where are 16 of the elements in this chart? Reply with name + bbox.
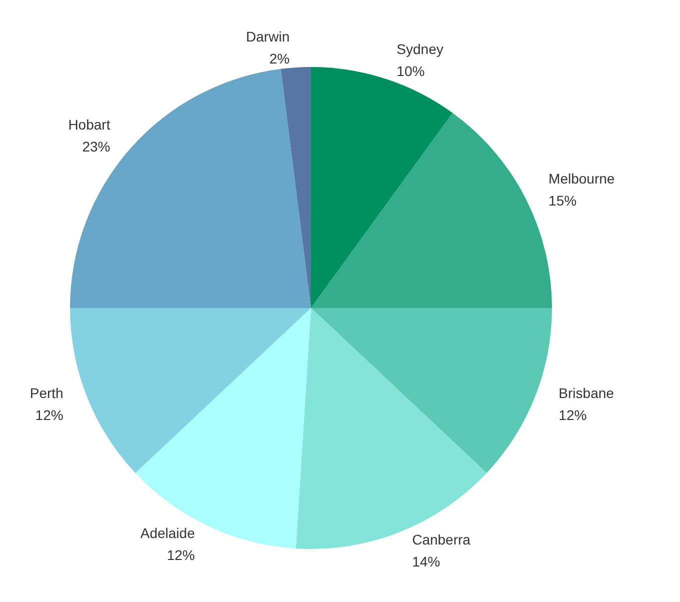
data-label: 14%: [412, 554, 440, 570]
data-label: 2%: [269, 50, 290, 67]
slice-label: Sydney: [396, 40, 444, 57]
slice-label: Hobart: [68, 116, 110, 132]
data-label: 15%: [548, 192, 577, 209]
slice-label: Canberra: [412, 532, 471, 548]
slice-label: Melbourne: [548, 170, 615, 187]
slice-label: Adelaide: [140, 525, 196, 542]
slice-label: Perth: [30, 385, 64, 402]
data-label: 23%: [82, 138, 110, 154]
data-label: 12%: [166, 547, 195, 564]
data-label: 12%: [558, 407, 587, 424]
slice-label: Brisbane: [558, 385, 614, 402]
data-label: 12%: [35, 407, 64, 424]
data-label: 10%: [396, 62, 425, 79]
slice-label: Darwin: [246, 28, 290, 45]
